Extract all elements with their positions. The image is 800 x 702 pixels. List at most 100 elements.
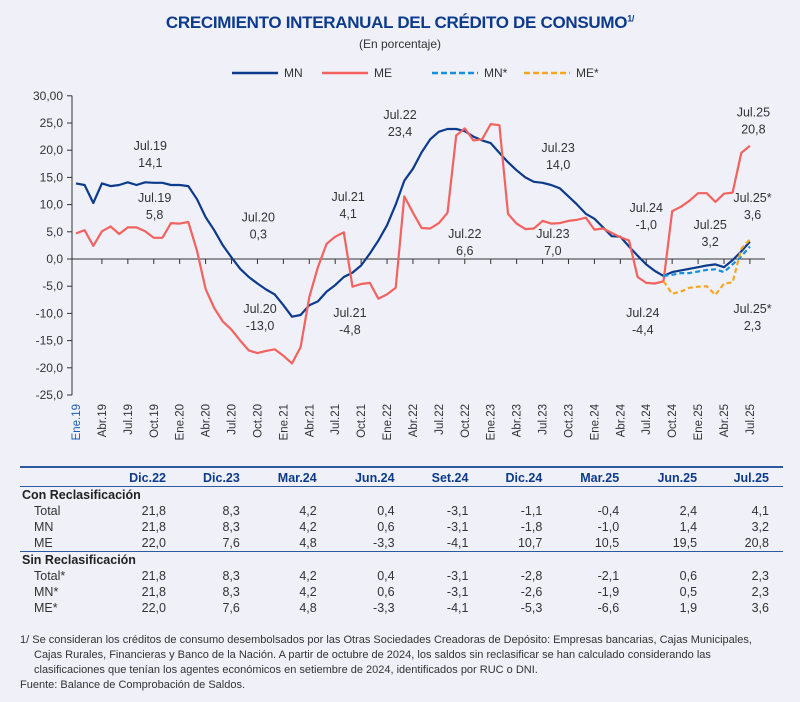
y-tick-label: -20,0 [36, 361, 64, 375]
table-cell: -6,6 [597, 601, 620, 615]
annotation-date: Jul.21 [333, 306, 366, 320]
x-tick-label: Jul.23 [538, 404, 550, 435]
table-row: ME* 22,0 7,6 4,8 -3,3 -4,1 -5,3 -6,6 1,9 3,6 [20, 600, 783, 616]
table-cell: 19,5 [672, 536, 698, 550]
y-tick-label: 0,0 [46, 252, 63, 266]
y-tick-label: 10,0 [40, 198, 64, 212]
legend-label: MN [284, 66, 303, 80]
table-cell: 1,9 [679, 601, 698, 615]
annotation-date: Jul.19 [138, 191, 171, 205]
row-label: MN* [34, 585, 59, 599]
table-group-row: Con Reclasificación [20, 487, 783, 504]
table-cell: -3,1 [446, 569, 469, 583]
table-cell: 4,2 [299, 569, 317, 583]
table-cell: 4,8 [299, 536, 317, 550]
annotation-date: Jul.22 [383, 108, 416, 122]
table-cell: 7,6 [222, 601, 240, 615]
table-cell: -1,0 [597, 520, 620, 534]
table-cell: 3,2 [751, 520, 769, 534]
table-cell: 0,6 [679, 569, 698, 583]
table-cell: -2,8 [520, 569, 543, 583]
x-tick-label: Oct.23 [563, 404, 575, 438]
table-cell: 2,4 [679, 504, 698, 518]
annotation-date: Jul.20 [242, 211, 275, 225]
x-tick-label: Jul.25 [745, 404, 757, 435]
group-label: Sin Reclasificación [22, 553, 136, 567]
x-tick-label: Oct.20 [252, 404, 264, 438]
table-row: Total* 21,8 8,3 4,2 0,4 -3,1 -2,8 -2,1 0,6 2,3 [20, 568, 783, 584]
table-row: Total 21,8 8,3 4,2 0,4 -3,1 -1,1 -0,4 2,4 4,1 [20, 503, 783, 519]
x-tick-label: Jul.21 [330, 404, 342, 435]
table-cell: -3,3 [373, 536, 395, 550]
annotation-value: 0,3 [250, 228, 267, 242]
table-cell: 21,8 [141, 520, 166, 534]
series-line-mn-star [663, 245, 751, 277]
annotation-date: Jul.25* [733, 191, 771, 205]
x-tick-label: Jul.19 [123, 404, 135, 435]
y-tick-label: -25,0 [36, 388, 64, 402]
table-cell: -4,1 [446, 601, 469, 615]
annotation-date: Jul.24 [626, 306, 659, 320]
x-tick-label: Ene.23 [486, 404, 498, 440]
x-tick-label: Oct.24 [667, 403, 679, 437]
annotation-value: 4,1 [339, 207, 356, 221]
annotation-date: Jul.22 [448, 227, 481, 241]
annotation-date: Jul.25 [737, 106, 770, 120]
table-cell: 4,1 [751, 504, 769, 518]
table-cell: -3,1 [446, 520, 469, 534]
x-tick-label: Abr.19 [97, 404, 109, 437]
row-label: ME [34, 536, 53, 550]
table-cell: 8,3 [222, 569, 240, 583]
series-line-me [75, 122, 751, 365]
series-line-mn [75, 127, 751, 318]
annotation-value: 2,3 [744, 319, 761, 333]
x-tick-label: Oct.19 [149, 404, 161, 438]
annotation-date: Jul.25* [733, 302, 771, 316]
column-header: Jun.25 [657, 471, 698, 485]
table-header-row: Dic.22 Dic.23 Mar.24 Jun.24 Set.24 Dic.24 Mar.… [20, 467, 783, 487]
column-header: Dic.23 [203, 471, 240, 485]
table-cell: 22,0 [141, 601, 166, 615]
x-tick-label: Ene.22 [382, 404, 394, 440]
data-table: Dic.22 Dic.23 Mar.24 Jun.24 Set.24 Dic.24 Mar.… [20, 466, 783, 616]
y-tick-label: -5,0 [42, 279, 63, 293]
column-header: Jul.25 [733, 471, 769, 485]
annotation-date: Jul.19 [134, 139, 167, 153]
table-cell: 0,4 [377, 504, 395, 518]
table-cell: 21,8 [141, 504, 166, 518]
chart-title: CRECIMIENTO INTERANUAL DEL CRÉDITO DE CO… [0, 13, 800, 33]
annotation-date: Jul.23 [536, 227, 569, 241]
table-cell: -2,1 [597, 569, 620, 583]
annotation-value: -1,0 [635, 218, 657, 232]
x-tick-label: Oct.22 [460, 404, 472, 438]
annotation-value: 14,0 [546, 158, 570, 172]
column-header: Jun.24 [354, 471, 395, 485]
table-cell: -0,4 [597, 504, 620, 518]
table-row: ME 22,0 7,6 4,8 -3,3 -4,1 10,7 10,5 19,5 20,8 [20, 535, 783, 552]
y-tick-label: 30,00 [33, 89, 63, 103]
table-cell: 2,3 [751, 585, 769, 599]
series-line-me-star [662, 238, 751, 296]
footnotes: 1/ Se consideran los créditos de consumo… [20, 633, 782, 693]
x-tick-label: Abr.25 [719, 404, 731, 437]
x-tick-label: Ene.21 [278, 404, 290, 440]
table-row: MN* 21,8 8,3 4,2 0,6 -3,1 -2,6 -1,9 0,5 2,3 [20, 584, 783, 600]
table-cell: 10,5 [594, 536, 620, 550]
y-tick-label: 20,0 [40, 143, 64, 157]
annotation-value: 6,6 [456, 244, 473, 258]
annotation-value: -13,0 [246, 319, 275, 333]
column-header: Dic.24 [505, 471, 543, 485]
x-tick-label: Abr.21 [304, 404, 316, 437]
table-cell: 0,5 [679, 585, 698, 599]
table-cell: -3,3 [373, 601, 395, 615]
annotation-value: 14,1 [138, 156, 162, 170]
table-cell: -1,9 [597, 585, 620, 599]
footnote-1: 1/ Se consideran los créditos de consumo… [20, 634, 752, 676]
table-cell: -4,1 [446, 536, 469, 550]
annotation-value: 20,8 [741, 123, 765, 137]
row-label: Total [34, 504, 61, 518]
x-tick-label: Abr.22 [408, 404, 420, 437]
column-header: Mar.25 [580, 471, 620, 485]
table-cell: -1,1 [520, 504, 543, 518]
